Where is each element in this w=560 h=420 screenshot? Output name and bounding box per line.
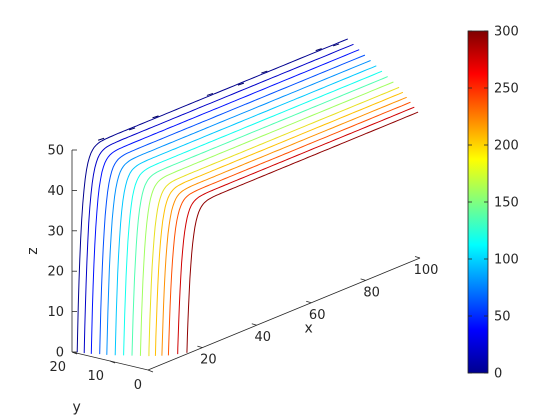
series-line: [186, 111, 419, 353]
x-tick-label: 20: [200, 353, 217, 368]
colorbar-tick-label: 50: [494, 310, 511, 325]
series-line: [161, 96, 407, 356]
y-tick-label: 10: [87, 369, 104, 384]
x-tick-label: 60: [309, 308, 326, 323]
x-tick-label: 100: [414, 263, 439, 278]
x-tick: [306, 300, 312, 304]
colorbar-tick-label: 250: [494, 82, 519, 97]
x-tick: [360, 278, 366, 281]
series-line: [131, 76, 388, 356]
colorbar-tick-label: 200: [494, 139, 519, 154]
marker-dash: [332, 43, 340, 47]
marker-dash: [206, 92, 214, 96]
colorbar-tick-label: 300: [494, 25, 519, 40]
series-line: [139, 81, 394, 356]
marker-dash: [152, 115, 159, 119]
marker-dash: [315, 48, 322, 52]
x-tick: [197, 345, 203, 348]
series-layer: [76, 38, 419, 357]
series-line: [154, 91, 404, 356]
y-tick: [147, 369, 154, 373]
marker-dash: [261, 70, 268, 74]
z-tick-label: 0: [56, 346, 64, 361]
x-tick: [414, 256, 421, 259]
series-line: [123, 70, 383, 356]
x-tick-label: 80: [363, 285, 380, 300]
marker-dash: [97, 137, 105, 141]
z-axis-label: z: [25, 247, 41, 254]
series-line: [114, 65, 377, 356]
y-tick: [109, 360, 116, 364]
series-line: [106, 60, 371, 355]
series-line: [83, 43, 354, 354]
marker-dash: [128, 127, 136, 131]
x-tick: [251, 323, 257, 326]
colorbar-tick-label: 150: [494, 196, 519, 211]
z-tick-label: 10: [47, 305, 64, 320]
z-tick-label: 50: [47, 144, 64, 159]
marker-dash: [237, 82, 245, 86]
y-axis-label: y: [72, 399, 80, 415]
z-tick-label: 40: [47, 184, 64, 199]
y-tick-label: 0: [134, 378, 142, 393]
series-line: [177, 106, 415, 355]
series-line: [167, 101, 411, 356]
colorbar-tick-label: 100: [494, 253, 519, 268]
x-axis-line: [147, 257, 421, 371]
x-axis-label: x: [304, 321, 312, 337]
x-tick-label: 40: [255, 330, 272, 345]
series-line: [99, 54, 366, 355]
z-tick-label: 30: [47, 224, 64, 239]
series-line: [90, 49, 360, 354]
colorbar-tick-label: 0: [494, 367, 502, 382]
y-tick-label: 20: [49, 360, 66, 375]
z-tick-label: 20: [47, 265, 64, 280]
colorbar: 0 50 100 150 200 250 300: [467, 25, 519, 382]
series-line: [76, 38, 348, 353]
series-line: [148, 86, 400, 357]
